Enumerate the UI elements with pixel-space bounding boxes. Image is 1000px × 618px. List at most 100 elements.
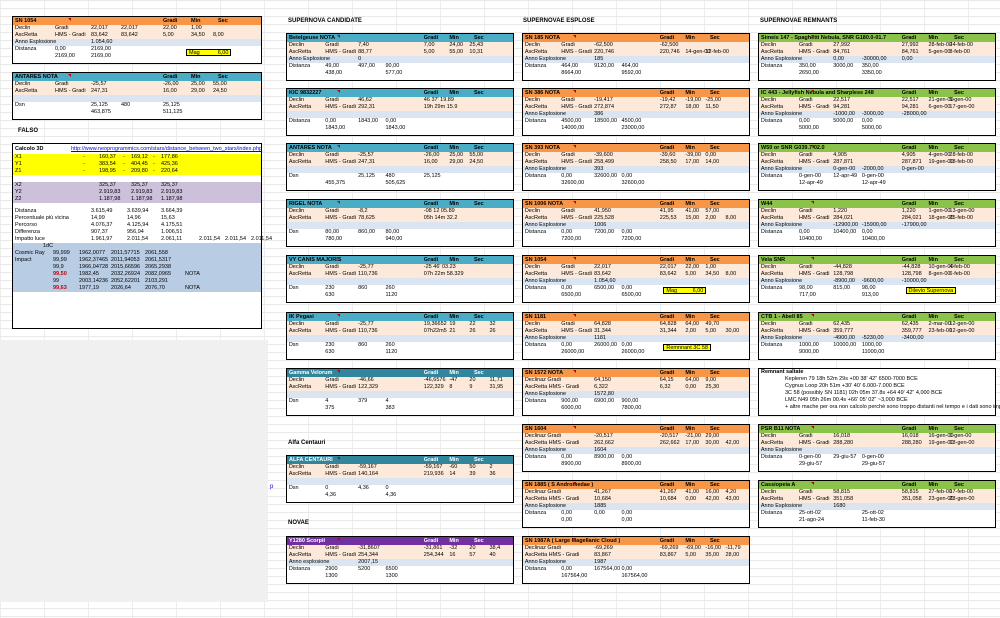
- cell-value: 46,62: [358, 97, 372, 103]
- cell-value: 1120: [385, 292, 398, 298]
- block-row: 9000,00 11000,00: [759, 349, 995, 356]
- cell-value: -44,828: [901, 264, 921, 270]
- note-highlight: Dilevio Supernova: [905, 287, 957, 294]
- cell-value: 128,798: [901, 271, 922, 277]
- cell-value: AscRetta: [524, 49, 548, 55]
- column-header-sec: Sec: [954, 145, 964, 151]
- cell-value: HMS - Gradi: [325, 104, 356, 110]
- cell-value: 2,00: [705, 215, 717, 221]
- calc-blue-label-row: 1dC: [13, 243, 261, 250]
- block-row: Anno Esplosione 1885: [523, 503, 749, 510]
- block-row: Declin Gradi -46,66 -46,6576 -47 20 11,71: [287, 377, 513, 384]
- block-row: AscRetta HMS - Gradi 262,662 262,662 17,00 3…: [523, 440, 749, 447]
- block-row: Distanza 98,00 815,00 98,00: [759, 285, 995, 292]
- cell-value: 2: [489, 464, 493, 470]
- block-row: Anno Esplosione -12900,00 -15900,00 -17900,…: [759, 222, 995, 229]
- cell-value: 10,684: [594, 496, 611, 502]
- column-header-min: Min: [685, 257, 695, 263]
- cell-value: 28-feb-00: [928, 42, 952, 48]
- cell-value: Declinaz Gradi: [524, 377, 561, 383]
- data-block: KIC 9832227 Gradi Min Sec Declin Gradi 46,62 46…: [286, 88, 514, 136]
- cell-value: 0,00: [561, 285, 573, 291]
- cell-value: 2-mar-00: [928, 321, 951, 327]
- calc-cell: 425,36: [161, 161, 178, 167]
- cell-value: 41,950: [594, 208, 611, 214]
- block-row: 8664,00 9592,00: [523, 70, 749, 77]
- column-header-gradi: Gradi: [901, 201, 917, 207]
- cell-value: Distanza: [760, 454, 783, 460]
- mag-label: Mag: [189, 50, 200, 56]
- cell-value: Anno Esplosione: [760, 447, 803, 453]
- cell-value: -62,500: [659, 42, 679, 48]
- cell-value: HMS - Gradi: [325, 159, 356, 165]
- block-header: SN 1572 NOTA Gradi Min Sec: [523, 369, 749, 377]
- note-label: Remnnant 3C 58: [666, 345, 708, 351]
- block-row: 6500,00 6500,00: [523, 292, 749, 299]
- block-row: 4,36 4,36: [287, 492, 513, 499]
- cell-value: 19h 29m 15.9: [423, 104, 458, 110]
- cell-value: 27,992: [901, 42, 919, 48]
- cell-value: 860,00: [358, 229, 375, 235]
- calc-cell: Impact: [15, 257, 32, 263]
- cell-value: 12-gen-00: [949, 328, 975, 334]
- cell-value: 21-ago-24: [798, 517, 825, 523]
- data-block: IC 443 - Jellyfish Nebula and Sharpless …: [758, 88, 996, 136]
- cell-value: AscRetta: [288, 552, 312, 558]
- cell-value: 0-gen-00: [861, 454, 884, 460]
- cell-value: 8: [449, 384, 453, 390]
- column-header-sec: Sec: [473, 370, 484, 376]
- column-header-sec: Sec: [709, 482, 720, 488]
- block-row: 10400,00 10400,00: [759, 236, 995, 243]
- cell-value: 630: [325, 349, 335, 355]
- cell-value: -62,500: [594, 42, 613, 48]
- cell-value: Anno Esplosione: [760, 278, 803, 284]
- block-row: AscRetta HMS - Gradi 247,31 16,00 29,00 24,50: [287, 159, 513, 166]
- cell-value: Dsn: [288, 398, 299, 404]
- cell-value: 375: [325, 405, 335, 411]
- cell-value: 28,00: [725, 552, 740, 558]
- cell-value: 26000,00: [621, 349, 645, 355]
- block-row: Declin Gradi 27,992 27,992 28-feb-00 24-feb-0…: [759, 42, 995, 49]
- block-title: SN 1885 ( S Andromedae ): [525, 482, 594, 488]
- cell-value: 11,71: [489, 377, 503, 383]
- block-row: 717,00 913,00: [759, 292, 995, 299]
- cell-value: 22: [469, 321, 476, 327]
- block-row: AscRetta HMS - Gradi 6,322 6,32 0,00 25,30: [523, 384, 749, 391]
- cell-value: AscRetta: [288, 159, 312, 165]
- cell-value: 22,017: [91, 25, 108, 31]
- cell-value: Distanza: [524, 63, 547, 69]
- block-header: SN 386 NOTA Gradi Min Sec: [523, 89, 749, 97]
- calc-cell: Distanza: [15, 208, 37, 214]
- cell-value: Dsn: [288, 229, 299, 235]
- cell-value: -69,269: [659, 545, 679, 551]
- cell-value: 230: [325, 285, 335, 291]
- comment-marker: [811, 35, 815, 38]
- cell-value: 8-feb-00: [949, 49, 970, 55]
- cell-value: 88,77: [358, 49, 372, 55]
- cell-value: 0-gen-00: [833, 166, 856, 172]
- cell-value: 1-gen-00: [928, 208, 951, 214]
- block-row: 455,375 505,625: [287, 180, 513, 187]
- data-block: ALFA CENTAURI Gradi Min Sec Declin Gradi -59,1…: [286, 455, 514, 503]
- block-title: Simeis 147 - Spaghetti Nebula, SNR G180.…: [761, 35, 887, 41]
- cell-value: 1,00: [191, 25, 202, 31]
- calc-link[interactable]: http://www.neoprogrammics.com/stars/dist…: [71, 146, 263, 152]
- block-title: PSR B11 NOTA: [761, 426, 801, 432]
- cell-value: 1885: [594, 503, 607, 509]
- cell-value: Declin: [524, 321, 541, 327]
- cell-value: 9120,00: [594, 63, 615, 69]
- data-block: SN 1006 NOTA Gradi Min Sec Declin Gradi 41,950…: [522, 199, 750, 247]
- data-block: IK Pegasi Gradi Min Sec Declin Gradi -25,77 19,…: [286, 312, 514, 360]
- comment-marker: [337, 538, 341, 541]
- column-header-min: Min: [928, 482, 938, 488]
- block-row: Anno Esplosione 185: [523, 56, 749, 63]
- cell-value: Anno Esplosione: [760, 166, 803, 172]
- cell-value: Anno Esplosione: [288, 56, 331, 62]
- block-header: ANTARES NOTA Gradi Min Sec: [13, 73, 261, 81]
- cell-value: 122,329: [358, 384, 379, 390]
- comment-marker: [573, 482, 577, 485]
- data-block: SN 185 NOTA Gradi Min Sec Declin Gradi -62,500…: [522, 33, 750, 81]
- cell-value: 247,31: [91, 88, 108, 94]
- cell-value: 0,00: [621, 173, 633, 179]
- block-row: Dsn 80,00 860,00 80,00: [287, 229, 513, 236]
